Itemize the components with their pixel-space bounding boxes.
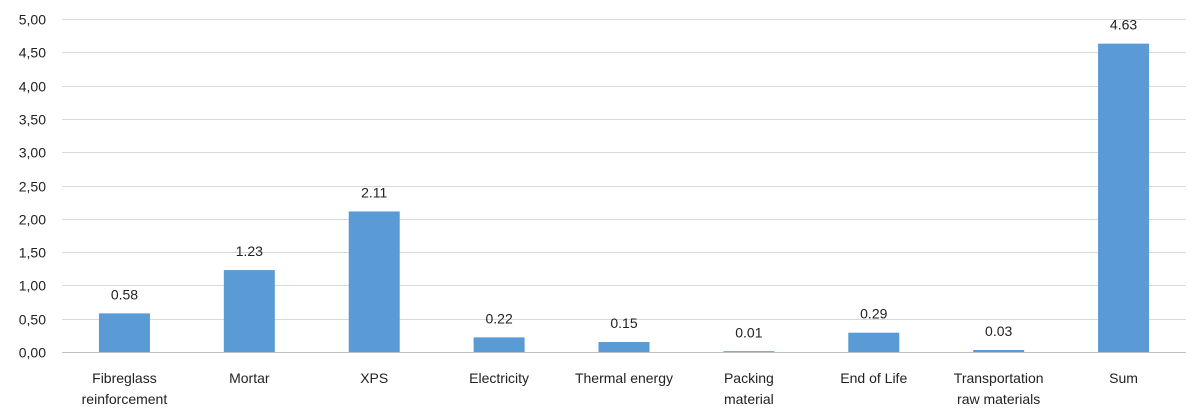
data-label: 4.63 xyxy=(1110,17,1137,33)
data-label: 0.01 xyxy=(735,324,762,340)
bar xyxy=(473,337,525,352)
data-labels: 0.58 1.23 2.11 0.22 0.15 0.01 0.29 0.03 4.63 xyxy=(111,17,1138,341)
bar xyxy=(723,351,775,352)
y-axis-tick-labels: 0,00 0,50 1,00 1,50 2,00 2,50 3,00 3,50 4,00 4,50… xyxy=(19,12,46,361)
bar xyxy=(598,342,650,352)
data-label: 0.29 xyxy=(860,306,887,322)
data-label: 0.03 xyxy=(985,323,1012,339)
bar xyxy=(1098,43,1150,352)
x-category-label: Mortar xyxy=(229,370,270,386)
x-category-label: Thermal energy xyxy=(575,370,673,386)
data-label: 0.15 xyxy=(610,315,637,331)
bar xyxy=(848,332,900,352)
bar xyxy=(98,313,150,352)
y-tick-label: 1,00 xyxy=(19,278,46,294)
y-tick-label: 0,00 xyxy=(19,345,46,361)
y-tick-label: 2,00 xyxy=(19,212,46,228)
data-label: 2.11 xyxy=(361,184,387,200)
bar xyxy=(973,350,1025,352)
y-tick-label: 5,00 xyxy=(19,12,46,28)
x-category-label: Electricity xyxy=(469,370,529,386)
y-tick-label: 4,50 xyxy=(19,45,46,61)
x-category-label: XPS xyxy=(360,370,388,386)
data-label: 1.23 xyxy=(236,243,263,259)
data-label: 0.22 xyxy=(485,310,512,326)
x-category-label: Packing material xyxy=(724,370,774,407)
y-tick-label: 1,50 xyxy=(19,245,46,261)
y-tick-label: 3,50 xyxy=(19,112,46,128)
y-tick-label: 2,50 xyxy=(19,179,46,195)
x-axis-category-labels: Fibreglass reinforcement Mortar XPS Electric… xyxy=(82,370,1138,407)
bar xyxy=(348,211,400,352)
bars xyxy=(98,43,1150,352)
x-category-label: Transportation raw materials xyxy=(954,370,1044,407)
data-label: 0.58 xyxy=(111,286,138,302)
y-tick-label: 3,00 xyxy=(19,145,46,161)
x-category-label: Fibreglass reinforcement xyxy=(82,370,168,407)
x-category-label: End of Life xyxy=(840,370,907,386)
x-category-label: Sum xyxy=(1109,370,1138,386)
y-tick-label: 4,00 xyxy=(19,79,46,95)
bar xyxy=(223,270,275,352)
y-tick-label: 0,50 xyxy=(19,312,46,328)
